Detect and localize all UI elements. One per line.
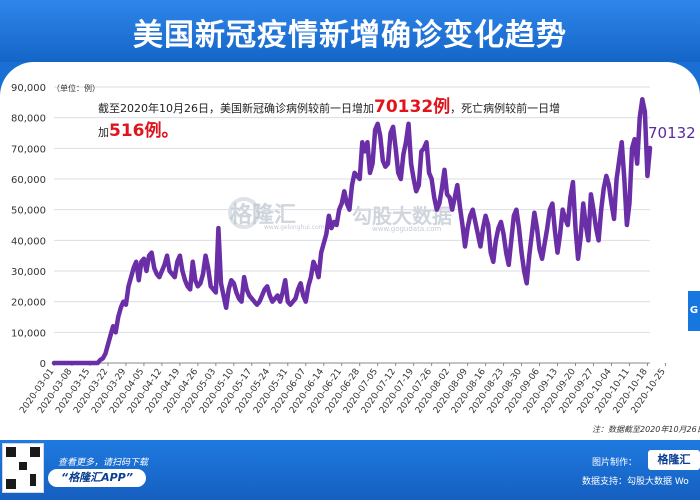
qr-block [30, 474, 36, 486]
y-tick-label: 70,000 [11, 144, 46, 155]
footer-data-source: 数据支持：勾股大数据 Wo [582, 477, 689, 487]
last-value-label: 70132 [648, 124, 696, 142]
watermark-brand-2-url: www.gogudata.com [372, 225, 442, 233]
footer-made-by: 图片制作： [592, 458, 638, 468]
corner-logo-icon: G [688, 291, 700, 331]
y-tick-label: 80,000 [11, 114, 46, 125]
footer-app-badge[interactable]: “格隆汇APP” [48, 469, 146, 487]
y-tick-label: 90,000 [11, 83, 46, 94]
annotation-deaths: 516例。 [109, 121, 179, 141]
qr-block [30, 447, 40, 457]
qr-code-icon[interactable] [2, 443, 44, 493]
y-tick-label: 60,000 [11, 175, 46, 186]
qr-block [6, 447, 16, 457]
chart-card [0, 62, 700, 440]
watermark-brand-1: 格隆汇 [230, 203, 297, 228]
footer-brand-badge: 格隆汇 [648, 450, 700, 470]
data-note: 注：数据截至2020年10月26日 [592, 425, 700, 434]
y-tick-label: 20,000 [11, 298, 46, 309]
y-tick-label: 0 [40, 359, 46, 370]
y-tick-label: 40,000 [11, 236, 46, 247]
annotation-part-2: ，死亡病例较前一日增加 [98, 102, 561, 139]
footer-download-prompt: 查看更多，请扫码下载 [58, 458, 149, 468]
annotation-text: 截至2020年10月26日，美国新冠确诊病例较前一日增加70132例，死亡病例较… [98, 96, 568, 144]
gelonghui-watermark-icon [228, 197, 260, 229]
watermark-brand-1-url: www.gelonghui.com [264, 224, 325, 231]
annotation-part-1: 截至2020年10月26日，美国新冠确诊病例较前一日增加 [98, 102, 374, 115]
unit-label: （单位：例） [52, 84, 100, 93]
qr-block [6, 479, 16, 489]
qr-block [19, 462, 27, 470]
y-tick-label: 30,000 [11, 267, 46, 278]
y-tick-label: 50,000 [11, 206, 46, 217]
y-tick-label: 10,000 [11, 328, 46, 339]
annotation-cases: 70132例 [374, 97, 451, 117]
page-title: 美国新冠疫情新增确诊变化趋势 [133, 18, 567, 53]
header-bar: 美国新冠疫情新增确诊变化趋势 [0, 0, 700, 62]
series-line-new-cases [51, 97, 653, 366]
